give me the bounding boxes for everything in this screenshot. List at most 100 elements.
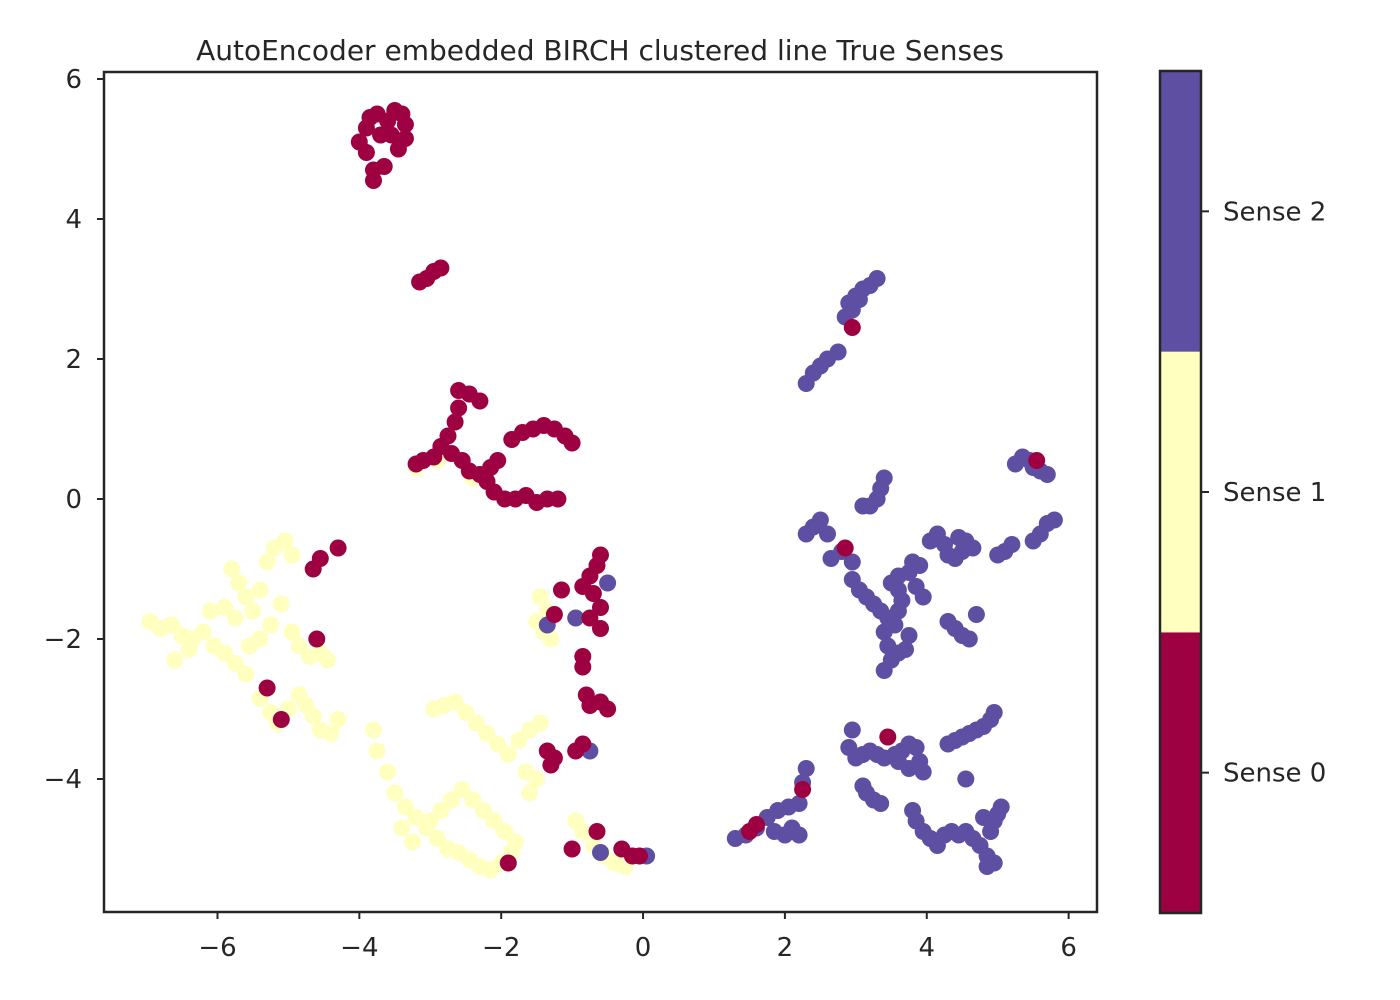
- x-tick-label: 6: [1060, 933, 1077, 963]
- scatter-point: [180, 641, 198, 658]
- scatter-point: [797, 760, 815, 777]
- scatter-point: [843, 553, 861, 571]
- scatter-point: [467, 714, 485, 732]
- scatter-point: [443, 791, 460, 809]
- colorbar-tick-label: Sense 2: [1223, 197, 1326, 227]
- scatter-point: [911, 557, 929, 574]
- colorbar-segment: [1160, 632, 1201, 913]
- scatter-point: [545, 606, 563, 623]
- scatter-point: [216, 599, 234, 616]
- scatter-point: [1006, 455, 1024, 473]
- scatter-point: [843, 319, 861, 336]
- scatter-point: [223, 560, 241, 578]
- x-tick-label: 4: [918, 933, 935, 963]
- scatter-point: [489, 735, 507, 753]
- scatter-point: [262, 616, 280, 634]
- scatter-point: [446, 413, 464, 431]
- scatter-point: [457, 704, 475, 721]
- scatter-point: [226, 609, 244, 627]
- chart-title: AutoEncoder embedded BIRCH clustered lin…: [196, 34, 1004, 67]
- scatter-point: [276, 532, 294, 550]
- scatter-point: [879, 728, 897, 746]
- x-tick-label: 2: [777, 933, 794, 963]
- colorbar-tick-label: Sense 0: [1223, 759, 1326, 789]
- scatter-point: [237, 588, 255, 606]
- scatter-point: [365, 172, 382, 189]
- scatter-point: [599, 700, 617, 718]
- x-tick-label: −4: [340, 933, 378, 963]
- scatter-point: [372, 126, 390, 144]
- scatter-point: [379, 763, 397, 781]
- scatter-point: [900, 627, 918, 644]
- scatter-point: [166, 651, 184, 669]
- scatter-point: [975, 809, 992, 826]
- scatter-point: [985, 704, 1003, 721]
- scatter-point: [542, 630, 560, 648]
- scatter-point: [244, 602, 262, 620]
- scatter-point: [283, 623, 301, 641]
- scatter-point: [868, 270, 886, 287]
- scatter-point: [471, 392, 489, 410]
- scatter-point: [237, 665, 255, 683]
- scatter-point: [272, 595, 290, 613]
- scatter-point: [989, 546, 1007, 564]
- scatter-point: [194, 623, 212, 641]
- x-tick-label: 0: [635, 933, 652, 963]
- colorbar-tick-label: Sense 1: [1223, 478, 1326, 508]
- scatter-point: [201, 602, 219, 620]
- scatter-point: [811, 511, 829, 529]
- scatter-point: [907, 739, 925, 756]
- series-sense-1: [141, 452, 634, 879]
- scatter-point: [499, 746, 517, 763]
- scatter-point: [521, 784, 539, 802]
- scatter-point: [396, 116, 414, 133]
- scatter-point: [489, 452, 507, 469]
- scatter-point: [396, 798, 414, 816]
- scatter-point: [631, 847, 648, 865]
- scatter-point: [875, 662, 893, 679]
- scatter-point: [592, 844, 609, 861]
- scatter-point: [478, 725, 496, 742]
- scatter-point: [272, 711, 290, 728]
- scatter-point: [741, 823, 758, 840]
- scatter-point: [230, 574, 248, 592]
- scatter-point: [581, 609, 599, 627]
- scatter-point: [510, 732, 528, 749]
- colorbar-segment: [1160, 71, 1201, 352]
- scatter-point: [375, 158, 393, 175]
- series-sense-0: [258, 102, 1046, 872]
- scatter-point: [389, 140, 407, 158]
- scatter-point: [563, 840, 581, 858]
- scatter-point: [985, 854, 1003, 872]
- scatter-point: [446, 693, 464, 711]
- scatter-point: [1038, 466, 1056, 483]
- scatter-point: [357, 144, 375, 161]
- scatter-point: [407, 809, 425, 826]
- x-tick-label: −2: [482, 933, 520, 963]
- scatter-point: [549, 490, 567, 508]
- scatter-point: [914, 588, 932, 606]
- scatter-point: [365, 721, 382, 739]
- x-tick-label: −6: [198, 933, 236, 963]
- scatter-point: [226, 655, 244, 672]
- scatter-point: [992, 798, 1010, 816]
- scatter-point: [531, 588, 549, 606]
- scatter-point: [553, 581, 570, 599]
- scatter-point: [1024, 532, 1042, 550]
- scatter-point: [404, 833, 421, 851]
- scatter-point: [216, 644, 234, 662]
- scatter-point: [964, 539, 982, 557]
- scatter-point: [318, 651, 336, 669]
- scatter-point: [889, 753, 907, 770]
- scatter-point: [517, 763, 535, 781]
- scatter-point: [875, 623, 893, 641]
- scatter-point: [258, 679, 276, 697]
- scatter-point: [450, 399, 468, 417]
- colorbar-segment: [1160, 351, 1201, 633]
- scatter-point: [854, 777, 872, 795]
- scatter-point: [421, 812, 439, 830]
- scatter-point: [322, 725, 340, 742]
- scatter-point: [574, 735, 592, 753]
- scatter-point: [162, 616, 180, 634]
